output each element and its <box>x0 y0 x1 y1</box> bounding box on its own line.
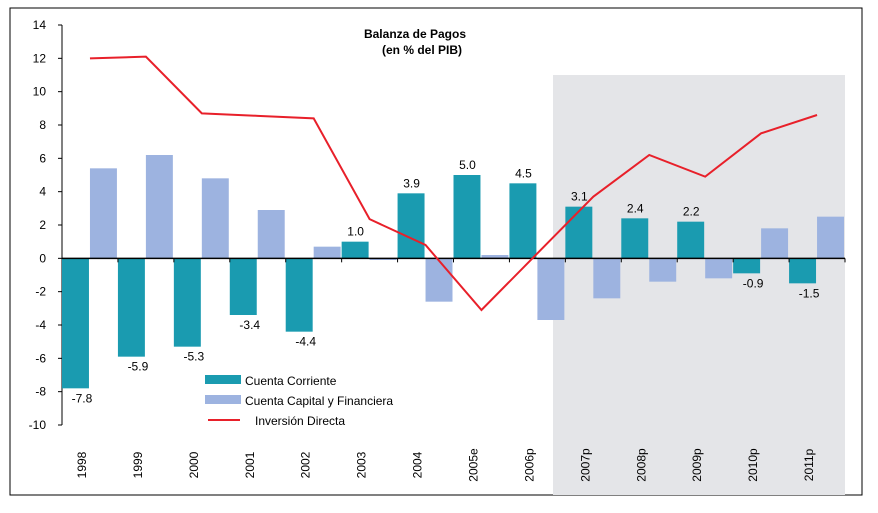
y-tick-label: -2 <box>35 285 46 299</box>
x-tick-label: 2010p <box>746 448 760 482</box>
x-tick-label: 1998 <box>75 451 89 478</box>
x-tick-label: 2003 <box>355 451 369 478</box>
y-tick-label: -4 <box>35 318 46 332</box>
y-tick-label: -10 <box>29 418 47 432</box>
y-tick-label: -8 <box>35 385 46 399</box>
legend-swatch <box>205 375 241 384</box>
y-tick-label: 10 <box>33 85 47 99</box>
data-label: -7.8 <box>72 391 93 405</box>
legend-label: Inversión Directa <box>255 414 345 428</box>
data-label: -0.9 <box>743 276 764 290</box>
bar <box>257 210 285 259</box>
data-label: -5.9 <box>128 360 149 374</box>
data-label: 3.9 <box>403 176 420 190</box>
bar <box>649 258 677 282</box>
bar <box>397 193 425 259</box>
bar <box>341 241 369 259</box>
bar <box>621 218 649 259</box>
bar <box>817 216 844 259</box>
y-tick-label: 0 <box>39 251 46 265</box>
bar <box>733 258 761 274</box>
bar <box>117 258 145 357</box>
y-tick-label: 14 <box>33 18 47 32</box>
bar <box>761 228 789 259</box>
bar <box>537 258 565 320</box>
x-tick-label: 1999 <box>131 451 145 478</box>
data-label: 2.2 <box>683 205 700 219</box>
bar <box>173 258 201 347</box>
bar <box>425 258 453 302</box>
bar <box>89 168 117 259</box>
y-tick-label: 4 <box>39 185 46 199</box>
bar <box>705 258 733 279</box>
legend-label: Cuenta Capital y Financiera <box>245 394 393 408</box>
bar <box>453 175 481 259</box>
x-tick-label: 2008p <box>634 448 648 482</box>
bar <box>593 258 621 299</box>
y-tick-label: 6 <box>39 151 46 165</box>
bar <box>313 246 341 259</box>
y-tick-label: 2 <box>39 218 46 232</box>
y-tick-label: 8 <box>39 118 46 132</box>
x-tick-label: 2002 <box>299 451 313 478</box>
bar <box>285 258 313 332</box>
legend-label: Cuenta Corriente <box>245 374 337 388</box>
x-tick-label: 2005e <box>466 448 480 482</box>
x-tick-label: 2000 <box>187 451 201 478</box>
x-tick-label: 2004 <box>411 451 425 478</box>
line <box>89 55 818 312</box>
data-label: 1.0 <box>347 225 364 239</box>
chart-title: Balanza de Pagos <box>364 27 466 41</box>
data-label: 2.4 <box>627 201 644 215</box>
data-label: -3.4 <box>239 318 260 332</box>
legend-swatch <box>205 395 241 404</box>
bar <box>565 206 593 259</box>
bar <box>481 255 509 259</box>
chart-subtitle: (en % del PIB) <box>382 43 462 57</box>
bar <box>145 155 173 259</box>
data-label: -4.4 <box>295 335 316 349</box>
x-tick-label: 2011p <box>802 448 816 481</box>
data-label: 4.5 <box>515 166 532 180</box>
data-label: 3.1 <box>571 190 588 204</box>
x-tick-label: 2007p <box>578 448 592 482</box>
bar <box>201 178 229 259</box>
y-tick-label: -6 <box>35 351 46 365</box>
data-label: -5.3 <box>183 350 204 364</box>
bar <box>369 258 397 260</box>
data-label: 5.0 <box>459 158 476 172</box>
bar <box>62 258 89 389</box>
bar <box>677 221 705 259</box>
x-tick-label: 2009p <box>690 448 704 482</box>
bar <box>789 258 817 284</box>
data-label: -1.5 <box>799 286 820 300</box>
x-tick-label: 2001 <box>243 451 257 478</box>
x-tick-label: 2006p <box>522 448 536 482</box>
bar <box>229 258 257 315</box>
y-tick-label: 12 <box>33 51 47 65</box>
bar <box>509 183 537 259</box>
